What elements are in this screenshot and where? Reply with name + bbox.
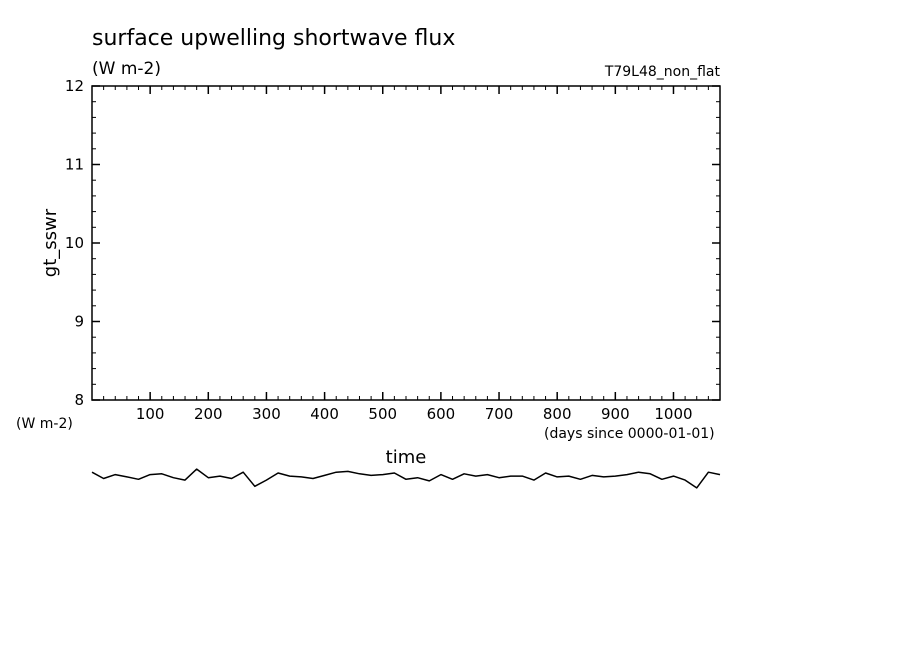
x-tick-label: 1000 <box>654 405 692 423</box>
title-units: (W m-2) <box>92 59 161 79</box>
x-tick-label: 400 <box>310 405 339 423</box>
x-tick-label: 200 <box>194 405 223 423</box>
x-axis-label: time <box>386 447 427 468</box>
x-tick-label: 600 <box>427 405 456 423</box>
y-tick-label: 10 <box>65 234 84 252</box>
run-label: T79L48_non_flat <box>604 64 721 80</box>
y-axis: 8 9 10 11 12 <box>65 77 720 409</box>
y-tick-label: 11 <box>65 156 84 174</box>
y-units-label: (W m-2) <box>16 416 73 432</box>
x-tick-label: 900 <box>601 405 630 423</box>
series-layer <box>91 468 721 489</box>
x-axis: 100 200 300 400 500 600 700 800 900 1000 <box>103 86 709 423</box>
y-tick-label: 8 <box>74 391 84 409</box>
chart-title: surface upwelling shortwave flux <box>92 26 455 51</box>
x-tick-label: 300 <box>252 405 281 423</box>
x-tick-label: 500 <box>368 405 397 423</box>
y-tick-label: 12 <box>65 77 84 95</box>
x-tick-label: 700 <box>485 405 514 423</box>
x-units-label: (days since 0000-01-01) <box>544 426 715 442</box>
x-tick-label: 100 <box>136 405 165 423</box>
y-tick-label: 9 <box>74 313 84 331</box>
x-tick-label: 800 <box>543 405 572 423</box>
y-axis-label: gt_sswr <box>40 208 61 277</box>
plot-frame <box>91 85 721 401</box>
series-line <box>91 468 721 489</box>
